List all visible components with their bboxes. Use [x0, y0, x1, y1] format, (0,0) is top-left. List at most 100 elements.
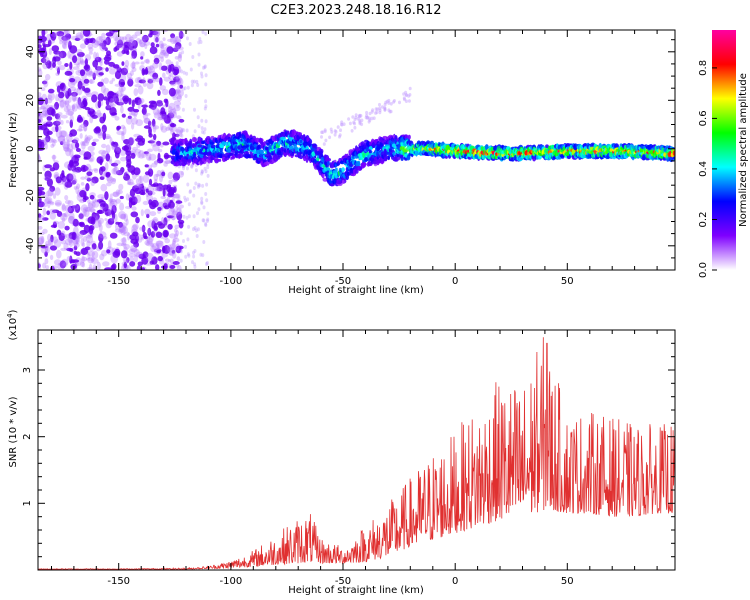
heatmap-cell: [136, 234, 144, 240]
heatmap-cell: [170, 82, 176, 87]
heatmap-cell: [162, 141, 170, 146]
heatmap-cell: [160, 65, 168, 71]
heatmap-cell: [205, 198, 209, 203]
heatmap-cell: [141, 107, 147, 115]
heatmap-cell: [151, 162, 158, 168]
heatmap-cell: [109, 193, 113, 203]
heatmap-cell: [42, 217, 49, 221]
heatmap-cell: [110, 200, 115, 205]
heatmap-cell: [231, 156, 235, 160]
heatmap-cell: [186, 85, 190, 90]
heatmap-cell: [96, 261, 101, 270]
heatmap-cell: [141, 35, 150, 41]
heatmap-cell: [193, 264, 197, 269]
heatmap-cell: [50, 224, 58, 228]
heatmap-cell: [169, 243, 176, 250]
heatmap-cell: [43, 79, 49, 88]
heatmap-cell: [105, 67, 109, 72]
heatmap-cell: [155, 77, 161, 83]
heatmap-cell: [130, 62, 136, 69]
x-tick-label: 50: [561, 276, 574, 287]
heatmap-cell: [68, 215, 75, 224]
heatmap-cell: [198, 183, 202, 188]
heatmap-cell: [93, 127, 101, 134]
heatmap-cell: [363, 162, 367, 166]
heatmap-cell: [200, 71, 203, 76]
heatmap-cell: [105, 135, 111, 139]
heatmap-cell: [139, 226, 146, 231]
y-tick-label: -20: [25, 189, 36, 205]
heatmap-cell: [150, 245, 157, 253]
heatmap-cell: [173, 64, 181, 70]
heatmap-cell: [156, 249, 161, 254]
heatmap-cell: [69, 75, 75, 79]
heatmap-cell: [99, 61, 103, 66]
heatmap-cell: [181, 107, 185, 112]
heatmap-cell: [191, 55, 195, 59]
heatmap-cell: [125, 193, 130, 201]
heatmap-cell: [161, 245, 166, 254]
heatmap-cell: [121, 36, 128, 41]
heatmap-cell: [131, 170, 135, 175]
heatmap-cell: [176, 75, 180, 80]
heatmap-cell: [132, 231, 139, 237]
heatmap-cell: [347, 117, 351, 121]
heatmap-cell: [107, 240, 112, 250]
heatmap-cell: [91, 243, 97, 250]
heatmap-cell: [180, 171, 184, 176]
heatmap-cell: [134, 248, 140, 258]
heatmap-cell: [368, 111, 372, 116]
heatmap-cell: [182, 128, 186, 133]
heatmap-cell: [156, 221, 163, 226]
heatmap-cell: [100, 183, 108, 192]
heatmap-cell: [46, 104, 50, 111]
heatmap-cell: [55, 176, 62, 184]
heatmap-cell: [200, 196, 204, 201]
heatmap-cell: [207, 160, 211, 164]
heatmap-cell: [130, 152, 136, 159]
heatmap-cell: [598, 142, 602, 149]
heatmap-cell: [91, 200, 100, 208]
heatmap-cell: [98, 223, 103, 232]
heatmap-cell: [134, 84, 142, 88]
heatmap-cell: [339, 128, 342, 132]
heatmap-cell: [160, 125, 168, 133]
heatmap-cell: [51, 45, 60, 52]
heatmap-cell: [98, 149, 107, 155]
heatmap-cell: [118, 97, 123, 105]
heatmap-cell: [127, 78, 134, 87]
heatmap-cell: [45, 243, 49, 248]
heatmap-cell: [55, 125, 59, 133]
heatmap-cell: [140, 209, 144, 217]
heatmap-cell: [58, 97, 64, 103]
heatmap-cell: [128, 36, 134, 42]
heatmap-cell: [192, 186, 196, 190]
heatmap-cell: [205, 261, 209, 265]
heatmap-cell: [137, 261, 143, 267]
heatmap-cell: [131, 149, 137, 153]
heatmap-cell: [121, 113, 126, 118]
heatmap-cell: [44, 196, 53, 204]
heatmap-cell: [101, 143, 107, 149]
heatmap-cell: [128, 249, 136, 254]
heatmap-cell: [164, 258, 170, 262]
heatmap-cell: [383, 108, 387, 112]
heatmap-cell: [80, 261, 85, 267]
heatmap-cell: [65, 110, 74, 116]
heatmap-cell: [167, 110, 173, 115]
heatmap-cell: [118, 85, 126, 92]
heatmap-cell: [66, 143, 74, 153]
heatmap-cell: [358, 121, 362, 126]
heatmap-cell: [174, 161, 180, 167]
heatmap-cell: [351, 115, 355, 119]
heatmap-cell: [143, 125, 151, 129]
heatmap-cell: [101, 124, 107, 133]
heatmap-cell: [45, 240, 52, 246]
heatmap-cell: [71, 103, 78, 112]
heatmap-cell: [195, 79, 199, 84]
heatmap-cell: [96, 156, 104, 164]
heatmap-cell: [185, 215, 189, 220]
heatmap-cell: [204, 31, 208, 36]
spectrogram-y-label: Frequency (Hz): [8, 112, 19, 188]
heatmap-cell: [79, 133, 83, 139]
